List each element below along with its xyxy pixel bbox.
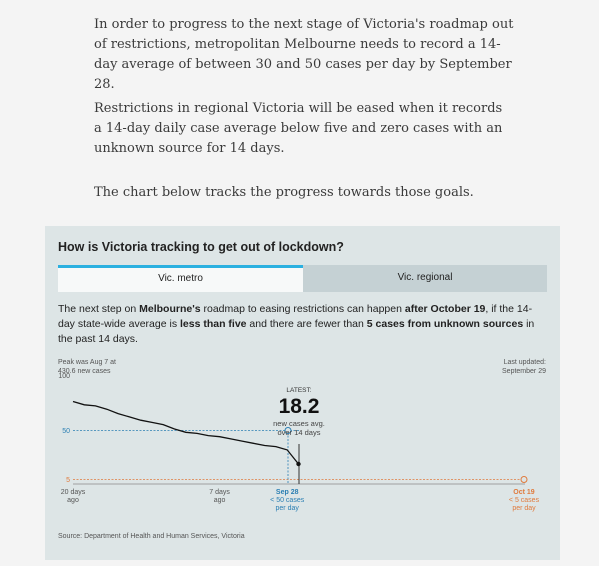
paragraph-3: The chart below tracks the progress towa… [94,183,514,203]
desc-text: in the past 14 days. [58,318,535,345]
lockdown-tracker-widget: How is Victoria tracking to get out of l… [45,226,560,560]
latest-desc-line-2: over 14 days [278,428,321,437]
x-tick-label: Oct 19 [513,489,535,496]
last-updated-date: September 29 [502,368,546,375]
sep28-target-marker [284,427,292,434]
paragraph-text: Restrictions in regional Victoria will b… [94,101,503,156]
source-note: Source: Department of Health and Human S… [58,533,245,540]
y-tick-100: 100 [58,373,70,380]
x-tick-label: ago [67,497,79,504]
x-tick-label: < 50 cases [270,497,305,504]
paragraph-1: In order to progress to the next stage o… [94,15,514,95]
desc-bold: 5 cases from unknown sources [366,318,524,330]
x-tick-label: Sep 28 [276,489,299,496]
x-tick-label: per day [276,505,300,512]
peak-note-line-1: Peak was Aug 7 at [58,359,116,366]
x-tick-label: ago [214,497,226,504]
case-average-line [72,400,300,465]
paragraph-text: In order to progress to the next stage o… [94,17,514,92]
x-tick-label: per day [512,505,536,512]
y-tick-50: 50 [62,428,70,435]
desc-bold: Melbourne's [139,303,201,315]
latest-value: 18.2 [279,395,320,418]
desc-bold: less than five [179,318,247,330]
x-tick-label: < 5 cases [509,497,540,504]
latest-label: LATEST: [286,387,311,394]
latest-desc-line-1: new cases avg. [273,419,325,428]
x-tick-label: 20 days [61,489,86,496]
tab-vic-regional[interactable]: Vic. regional [303,265,547,292]
paragraph-2: Restrictions in regional Victoria will b… [94,99,514,159]
x-tick-label: 7 days [209,489,230,496]
latest-point [296,461,301,467]
y-tick-5: 5 [66,477,70,484]
case-average-chart: Peak was Aug 7 at 430.6 new cases Last u… [58,359,546,512]
desc-text: and there are fewer than [246,318,367,330]
roadmap-description: The next step on Melbourne's roadmap to … [58,302,548,347]
desc-bold: after October 19 [404,303,486,315]
oct19-target-marker [520,476,528,483]
desc-text: The next step on [58,303,140,315]
tab-vic-metro[interactable]: Vic. metro [58,265,303,292]
paragraph-text: The chart below tracks the progress towa… [94,185,474,200]
desc-text: roadmap to easing restrictions can happe… [200,303,405,315]
desc-text: , if the 14-day state-wide average is [58,303,533,330]
last-updated-label: Last updated: [504,359,546,366]
widget-title: How is Victoria tracking to get out of l… [58,240,344,254]
peak-note-line-2: 430.6 new cases [58,368,111,375]
